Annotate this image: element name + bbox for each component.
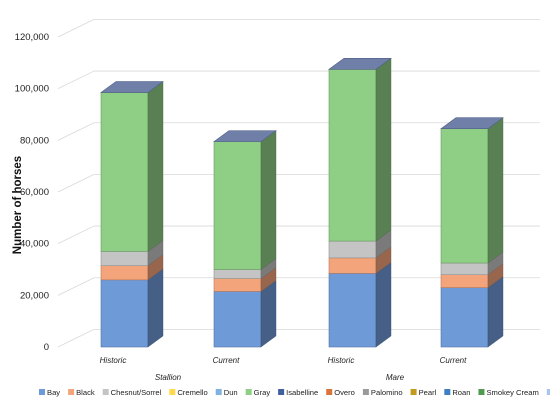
legend-item: Pearl (410, 388, 437, 397)
gridline-diagonal (57, 122, 95, 141)
legend-label: Cremello (177, 388, 207, 397)
bar-segment (213, 291, 262, 348)
legend-swatch (278, 389, 285, 395)
bar-segment-side (375, 57, 392, 242)
bar-segment (440, 287, 489, 348)
bar-segment (100, 251, 149, 266)
legend-item: Gray (245, 388, 271, 397)
gridline-diagonal (57, 19, 95, 38)
legend-label: Chesnut/Sorrel (111, 388, 162, 397)
gridline-diagonal (57, 277, 95, 296)
bar-segment (328, 240, 377, 259)
y-axis-ticks: 0 20,000 40,000 60,000 80,000 100,000 120,000 (15, 32, 49, 353)
y-tick-label: 0 (44, 342, 49, 353)
legend-item: Isabelline (278, 388, 318, 397)
bar-segment (213, 141, 262, 270)
legend-swatch (245, 389, 252, 395)
y-tick-label: 20,000 (20, 290, 49, 301)
bar-top-cap (440, 117, 504, 130)
bar-segment-side (147, 268, 164, 348)
legend-swatch (546, 389, 550, 395)
legend-swatch (326, 389, 333, 395)
legend-label: Black (76, 388, 95, 397)
legend-item: Smokey Cream (478, 388, 539, 397)
x-category-label: Current (213, 356, 240, 365)
legend-item: Palomino (362, 388, 403, 397)
x-axis-groups: Stallion Mare (155, 373, 405, 382)
bar-segment (440, 262, 489, 275)
legend-swatch (478, 389, 485, 395)
gridline-diagonal (57, 225, 95, 245)
legend-item: Dun (215, 388, 238, 397)
legend-swatch (102, 389, 109, 395)
x-axis-categories: Historic Current Historic Current (100, 356, 467, 365)
bar-stack (100, 81, 164, 348)
legend-item: Roan (444, 388, 470, 397)
legend-label: Smokey Cream (486, 388, 538, 397)
x-group-label: Stallion (155, 373, 182, 382)
legend-label: Palomino (371, 388, 403, 397)
x-category-label: Historic (100, 356, 127, 365)
y-tick-label: 40,000 (20, 239, 49, 250)
legend-item: Cremello (169, 388, 208, 397)
bar-segment-side (260, 130, 277, 270)
y-tick-label: 100,000 (15, 84, 49, 95)
legend-swatch (362, 389, 369, 395)
legend-label: Isabelline (286, 388, 318, 397)
y-tick-label: 120,000 (15, 32, 49, 43)
gridline-diagonal (57, 329, 95, 348)
bar-segment (100, 92, 149, 252)
bar-segment (440, 274, 489, 288)
bar-stack (213, 130, 277, 348)
x-category-label: Current (440, 356, 467, 365)
y-tick-label: 80,000 (20, 135, 49, 146)
legend-swatch (169, 389, 176, 395)
legend-swatch (215, 389, 222, 395)
bar-segment-side (487, 276, 504, 348)
legend-item: Black (68, 388, 95, 397)
bar-top-cap (328, 57, 392, 70)
legend-label: Roan (452, 388, 470, 397)
bar-stack (328, 57, 392, 348)
legend-swatch (68, 389, 75, 395)
bar-segment (100, 279, 149, 348)
legend-item: Bay (39, 388, 60, 397)
legend-item: Chesnut/Sorrel (102, 388, 162, 397)
legend-label: Bay (47, 388, 60, 397)
gridline-diagonal (57, 70, 95, 90)
y-axis-label: Number of horses (12, 156, 24, 254)
bar-segment (328, 273, 377, 348)
bar-segment (213, 278, 262, 292)
legend-item: Overo (326, 388, 355, 397)
legend: Bay Black Chesnut/Sorrel Cremello Dun Gray Isa… (39, 388, 550, 397)
legend-swatch (444, 389, 451, 395)
bar-segment (440, 128, 489, 264)
legend-label: Dun (224, 388, 238, 397)
bars (100, 57, 504, 348)
legend-label: Overo (334, 388, 355, 397)
bar-stack (440, 117, 504, 348)
legend-item: White (546, 389, 550, 395)
legend-label: Gray (254, 388, 271, 397)
bar-segment-side (375, 261, 392, 348)
bar-segment (328, 68, 377, 242)
bar-segment-side (147, 81, 164, 252)
legend-swatch (410, 389, 417, 395)
bar-segment-side (487, 117, 504, 264)
legend-label: Pearl (419, 388, 437, 397)
bar-segment-side (260, 280, 277, 348)
bar-segment (213, 269, 262, 279)
bar-segment (100, 265, 149, 281)
bar-top-cap (100, 81, 164, 93)
y-tick-label: 60,000 (20, 187, 49, 198)
x-category-label: Historic (328, 356, 355, 365)
bar-top-cap (213, 130, 277, 142)
bar-segment (328, 257, 377, 274)
legend-swatch (39, 389, 45, 395)
gridline-diagonal (57, 174, 95, 193)
x-group-label: Mare (386, 373, 405, 382)
